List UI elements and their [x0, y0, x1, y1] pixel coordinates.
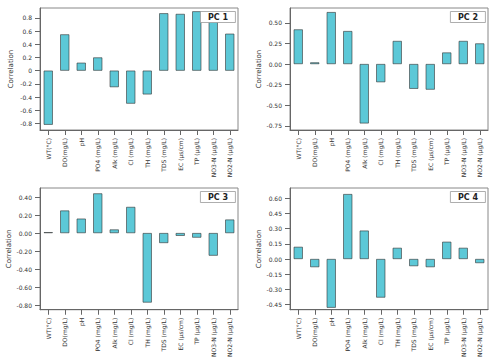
svg-text:-0.2: -0.2 [20, 80, 32, 87]
svg-text:NO2-N (µg/L): NO2-N (µg/L) [476, 138, 484, 177]
svg-text:NO3-N (µg/L): NO3-N (µg/L) [460, 318, 468, 357]
svg-text:-0.15: -0.15 [266, 271, 282, 278]
svg-text:pH: pH [328, 138, 336, 146]
svg-text:0.20: 0.20 [19, 212, 33, 219]
svg-text:0.2: 0.2 [22, 54, 32, 61]
svg-text:0.4: 0.4 [22, 41, 32, 48]
svg-text:-0.40: -0.40 [16, 266, 32, 273]
svg-text:-0.20: -0.20 [16, 248, 32, 255]
svg-text:0.15: 0.15 [269, 240, 283, 247]
svg-text:TDS (mg/L): TDS (mg/L) [410, 138, 418, 173]
svg-text:Alk (mg/L): Alk (mg/L) [361, 318, 369, 349]
svg-text:NO3-N (µg/L): NO3-N (µg/L) [210, 138, 218, 177]
svg-text:0.60: 0.60 [269, 195, 283, 202]
svg-text:PO4 (mg/L): PO4 (mg/L) [344, 138, 352, 172]
svg-text:0.00: 0.00 [269, 256, 283, 263]
svg-text:0.25: 0.25 [269, 40, 283, 47]
svg-text:WT(°C): WT(°C) [295, 138, 302, 159]
svg-text:EC (µs/cm): EC (µs/cm) [427, 318, 435, 351]
svg-text:Cl (mg/L): Cl (mg/L) [377, 318, 385, 345]
svg-text:DO(mg/L): DO(mg/L) [311, 318, 319, 347]
svg-text:EC (µs/cm): EC (µs/cm) [177, 138, 185, 171]
svg-text:pH: pH [78, 318, 86, 326]
svg-text:NO3-N (µg/L): NO3-N (µg/L) [460, 138, 468, 177]
svg-text:0.00: 0.00 [19, 230, 33, 237]
svg-text:-0.50: -0.50 [266, 102, 282, 109]
svg-text:PC 1: PC 1 [208, 13, 229, 22]
svg-text:NO2-N (µg/L): NO2-N (µg/L) [476, 318, 484, 357]
svg-text:Correlation: Correlation [7, 50, 15, 89]
svg-text:Correlation: Correlation [5, 230, 13, 269]
svg-text:0: 0 [28, 67, 32, 74]
svg-text:Cl (mg/L): Cl (mg/L) [377, 138, 385, 165]
svg-text:NO2-N (µg/L): NO2-N (µg/L) [226, 138, 234, 177]
svg-text:PC 3: PC 3 [208, 193, 228, 202]
svg-text:NO2-N (µg/L): NO2-N (µg/L) [226, 318, 234, 357]
svg-text:0.40: 0.40 [19, 194, 33, 201]
svg-text:TP (µg/L): TP (µg/L) [443, 318, 451, 346]
svg-text:Cl (mg/L): Cl (mg/L) [127, 138, 135, 165]
svg-text:Correlation: Correlation [255, 50, 263, 89]
svg-text:TH (mg/L): TH (mg/L) [394, 318, 402, 349]
svg-text:0.6: 0.6 [22, 28, 32, 35]
svg-text:DO(mg/L): DO(mg/L) [61, 318, 69, 347]
svg-text:Alk (mg/L): Alk (mg/L) [111, 138, 119, 169]
svg-text:PC 4: PC 4 [458, 193, 479, 202]
svg-text:TDS (mg/L): TDS (mg/L) [410, 318, 418, 353]
svg-text:0.8: 0.8 [22, 14, 32, 21]
svg-text:TH (mg/L): TH (mg/L) [394, 138, 402, 169]
svg-text:-0.25: -0.25 [266, 81, 282, 88]
svg-text:EC (µs/cm): EC (µs/cm) [177, 318, 185, 351]
svg-text:-0.6: -0.6 [20, 107, 32, 114]
svg-text:-0.4: -0.4 [20, 94, 32, 101]
svg-text:0.45: 0.45 [269, 210, 283, 217]
svg-text:TP (µg/L): TP (µg/L) [193, 318, 201, 346]
svg-text:WT(°C): WT(°C) [45, 138, 52, 159]
svg-text:PO4 (mg/L): PO4 (mg/L) [344, 318, 352, 352]
svg-text:PO4 (mg/L): PO4 (mg/L) [94, 318, 102, 352]
svg-text:NO3-N (µg/L): NO3-N (µg/L) [210, 318, 218, 357]
svg-text:-0.80: -0.80 [16, 302, 32, 309]
svg-text:WT(°C): WT(°C) [295, 318, 302, 339]
svg-text:PO4 (mg/L): PO4 (mg/L) [94, 138, 102, 172]
svg-text:EC (µs/cm): EC (µs/cm) [427, 138, 435, 171]
svg-text:TP (µg/L): TP (µg/L) [193, 138, 201, 166]
svg-text:-0.30: -0.30 [266, 286, 282, 293]
svg-text:DO(mg/L): DO(mg/L) [61, 138, 69, 167]
svg-text:-0.60: -0.60 [16, 284, 32, 291]
svg-text:-0.45: -0.45 [266, 301, 282, 308]
svg-text:0.30: 0.30 [269, 225, 283, 232]
svg-text:0.00: 0.00 [269, 61, 283, 68]
svg-text:pH: pH [78, 138, 86, 146]
svg-text:-0.75: -0.75 [266, 122, 282, 129]
svg-text:TH (mg/L): TH (mg/L) [144, 318, 152, 349]
svg-text:PC 2: PC 2 [458, 13, 478, 22]
svg-text:Alk (mg/L): Alk (mg/L) [361, 138, 369, 169]
svg-text:pH: pH [328, 318, 336, 326]
svg-text:TDS (mg/L): TDS (mg/L) [160, 318, 168, 353]
svg-text:-0.8: -0.8 [20, 120, 32, 127]
svg-text:TP (µg/L): TP (µg/L) [443, 138, 451, 166]
svg-text:WT(°C): WT(°C) [45, 318, 52, 339]
svg-text:Alk (mg/L): Alk (mg/L) [111, 318, 119, 349]
svg-text:TDS (mg/L): TDS (mg/L) [160, 138, 168, 173]
svg-text:0.50: 0.50 [269, 19, 283, 26]
svg-text:TH (mg/L): TH (mg/L) [144, 138, 152, 169]
svg-text:DO(mg/L): DO(mg/L) [311, 138, 319, 167]
svg-text:Cl (mg/L): Cl (mg/L) [127, 318, 135, 345]
svg-text:Correlation: Correlation [255, 230, 263, 269]
